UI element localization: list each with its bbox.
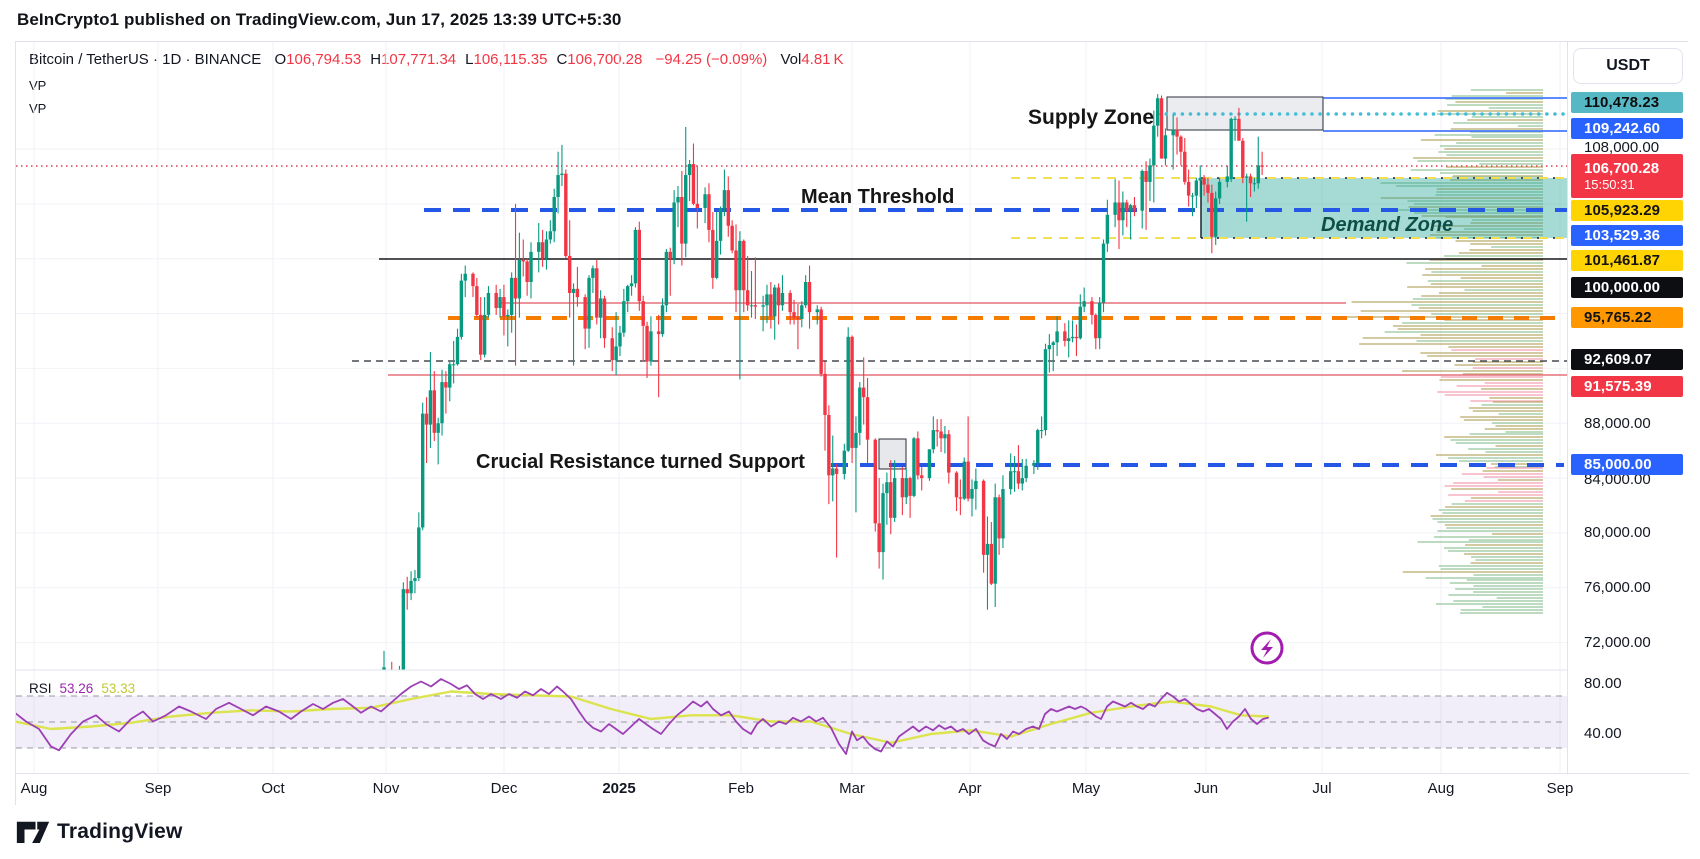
volume-profile <box>1341 89 1543 614</box>
volume-label: Vol <box>780 51 802 68</box>
indicator-vp-1[interactable]: VP <box>29 78 47 93</box>
price-axis-tick: 108,000.00 <box>1584 139 1660 156</box>
time-axis-label[interactable]: 2025 <box>602 780 636 797</box>
price-axis-tick: 76,000.00 <box>1584 579 1651 596</box>
time-axis-label[interactable]: Sep <box>144 780 172 797</box>
time-axis[interactable]: Aug Sep Oct Nov Dec 2025 Feb Mar Apr May Jun Jul Aug… <box>16 773 1689 805</box>
price-level-label: 110,478.23 <box>1571 92 1683 113</box>
ohlc-key: L <box>465 51 474 68</box>
ohlc-key: H <box>370 51 382 68</box>
currency-toggle-button[interactable]: USDT <box>1573 48 1683 84</box>
time-axis-label[interactable]: Nov <box>372 780 400 797</box>
mean-threshold-label[interactable]: Mean Threshold <box>801 186 955 208</box>
ohlc-key: O <box>274 51 287 68</box>
indicator-vp-2[interactable]: VP <box>29 101 47 116</box>
supply-zone-label[interactable]: Supply Zone <box>1028 106 1154 129</box>
ohlc-values: O106,794.53 H107,771.34 L106,115.35 C106,70… <box>265 51 642 68</box>
price-chart-canvas[interactable] <box>16 42 1567 773</box>
price-axis-tick: 40.00 <box>1584 725 1622 742</box>
rsi-pane <box>16 678 1567 755</box>
ohlc-value: 107,771.34 <box>381 51 457 68</box>
time-axis-label[interactable]: Jun <box>1193 780 1219 797</box>
price-level-label: 91,575.39 <box>1571 376 1683 397</box>
rsi-value: 53.26 <box>59 681 94 696</box>
price-level-label: 103,529.36 <box>1571 225 1683 246</box>
tradingview-logo-text: TradingView <box>57 820 183 843</box>
price-axis-tick: 72,000.00 <box>1584 634 1651 651</box>
rsi-label: RSI <box>29 681 52 696</box>
gridlines <box>16 42 1567 773</box>
price-axis-tick: 84,000.00 <box>1584 471 1651 488</box>
time-axis-label[interactable]: Jul <box>1312 780 1332 797</box>
candlesticks <box>382 94 1264 670</box>
time-axis-label[interactable]: Aug <box>20 780 48 797</box>
ohlc-value: 106,794.53 <box>286 51 362 68</box>
rsi-ma-value: 53.33 <box>101 681 136 696</box>
price-level-label: 92,609.07 <box>1571 349 1683 370</box>
ohlc-value: 106,700.28 <box>567 51 643 68</box>
price-level-label: 85,000.00 <box>1571 454 1683 475</box>
crucial-support-label[interactable]: Crucial Resistance turned Support <box>476 451 805 473</box>
price-level-label: 95,765.22 <box>1571 307 1683 328</box>
volume-value: 4.81 K <box>801 51 844 68</box>
time-axis-label[interactable]: Feb <box>728 780 754 797</box>
tradingview-logo[interactable]: TradingView <box>16 817 183 847</box>
price-axis-tick: 80.00 <box>1584 675 1622 692</box>
time-axis-label[interactable]: Oct <box>261 780 285 797</box>
symbol-legend[interactable]: Bitcoin / TetherUS · 1D · BINANCE O106,7… <box>29 51 844 68</box>
time-axis-label[interactable]: Mar <box>839 780 865 797</box>
current-price-label: 106,700.28 15:50:31 <box>1571 154 1683 198</box>
time-axis-label[interactable]: Dec <box>490 780 518 797</box>
time-axis-label[interactable]: Apr <box>958 780 982 797</box>
lightning-watermark-icon <box>1250 631 1284 665</box>
change-value: −94.25 (−0.09%) <box>655 51 768 68</box>
price-level-label: 105,923.29 <box>1571 200 1683 221</box>
time-axis-label[interactable]: May <box>1071 780 1101 797</box>
tradingview-logo-icon <box>16 821 50 844</box>
price-level-label: 100,000.00 <box>1571 277 1683 298</box>
price-axis-tick: 88,000.00 <box>1584 415 1651 432</box>
time-axis-label[interactable]: Aug <box>1427 780 1455 797</box>
rsi-legend[interactable]: RSI 53.26 53.33 <box>29 681 135 696</box>
price-level-label: 109,242.60 <box>1571 118 1683 139</box>
demand-zone-label[interactable]: Demand Zone <box>1321 214 1454 236</box>
price-level-label: 101,461.87 <box>1571 250 1683 271</box>
ohlc-key: C <box>556 51 568 68</box>
chart-card: Bitcoin / TetherUS · 1D · BINANCE O106,7… <box>15 41 1689 805</box>
byline-text: BeInCrypto1 published on TradingView.com… <box>17 10 622 29</box>
level-lines <box>16 97 1567 467</box>
price-axis-tick: 80,000.00 <box>1584 524 1651 541</box>
time-axis-label[interactable]: Sep <box>1546 780 1574 797</box>
ohlc-value: 106,115.35 <box>473 51 548 68</box>
symbol-title[interactable]: Bitcoin / TetherUS · 1D · BINANCE <box>29 51 262 68</box>
